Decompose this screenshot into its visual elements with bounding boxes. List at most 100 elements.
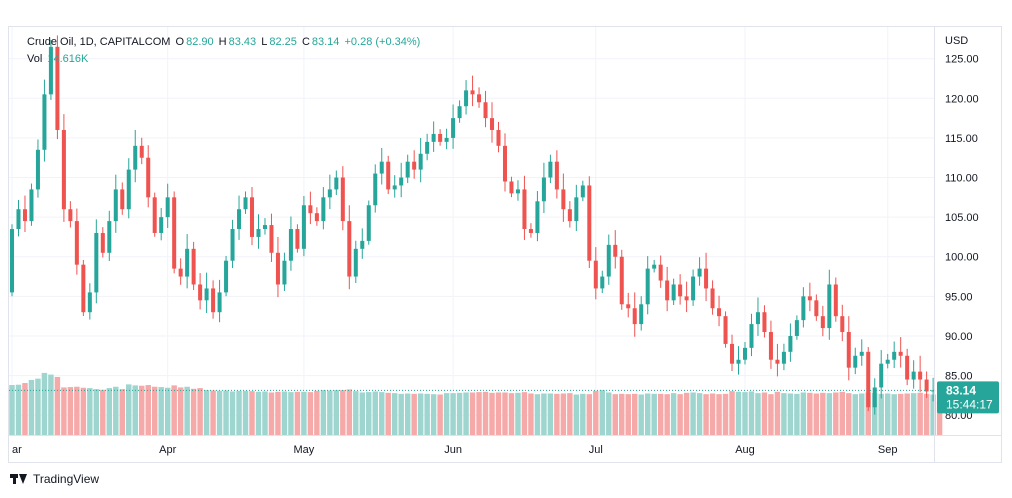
- volume-bar: [761, 392, 768, 435]
- candle-body: [619, 256, 624, 305]
- candle: [619, 249, 624, 310]
- candle: [502, 133, 507, 192]
- volume-bar: [28, 379, 35, 435]
- candle: [237, 195, 242, 240]
- candle-body: [548, 161, 553, 178]
- candle-body: [288, 229, 293, 261]
- candle-body: [314, 213, 319, 222]
- volume-bar: [502, 392, 508, 435]
- volume-bar: [268, 392, 275, 435]
- candle-body: [697, 268, 702, 277]
- volume-bar: [171, 385, 177, 435]
- candle: [451, 104, 456, 149]
- volume-bar: [897, 393, 904, 435]
- candle: [652, 259, 657, 273]
- open-value: 82.90: [186, 36, 214, 48]
- volume-bar: [346, 389, 353, 435]
- candle: [282, 252, 287, 291]
- candle-body: [431, 133, 436, 142]
- candle: [301, 196, 306, 257]
- volume-bar: [515, 392, 521, 435]
- volume-bar: [15, 384, 22, 435]
- open-label: O: [175, 36, 185, 48]
- volume-bar: [210, 390, 216, 435]
- candle: [61, 114, 66, 222]
- volume-bar: [800, 392, 807, 435]
- candle: [749, 313, 754, 357]
- volume-bar: [113, 386, 119, 435]
- volume-bar: [930, 394, 936, 435]
- volume-bar: [703, 394, 709, 435]
- volume-bar: [145, 385, 151, 435]
- candle: [548, 154, 553, 184]
- candle-body: [833, 284, 838, 317]
- candle: [431, 121, 436, 152]
- volume-bar: [41, 372, 48, 435]
- volume-bar: [696, 393, 703, 435]
- candle: [678, 274, 683, 305]
- candle-body: [678, 284, 683, 297]
- volume-bar: [463, 392, 469, 435]
- candle: [704, 252, 709, 302]
- candle: [477, 87, 482, 108]
- candle-body: [353, 248, 358, 277]
- candle-body: [204, 288, 209, 301]
- candle-body: [61, 129, 66, 210]
- candle-body: [710, 288, 715, 309]
- candle: [360, 228, 365, 259]
- candle-body: [665, 280, 670, 301]
- candle: [314, 207, 319, 226]
- candle-body: [87, 292, 92, 313]
- price-tick-label: 100.00: [945, 252, 979, 264]
- time-tick-label: May: [294, 444, 315, 456]
- candle-body: [626, 304, 631, 309]
- candle: [379, 148, 384, 185]
- volume-bar: [242, 390, 249, 435]
- candle: [464, 80, 469, 115]
- candle-body: [29, 189, 34, 222]
- candle-body: [9, 229, 15, 293]
- volume-bar: [372, 391, 378, 435]
- volume-bar: [508, 393, 515, 435]
- volume-bar: [729, 391, 735, 435]
- candle: [639, 296, 644, 331]
- volume-bar: [327, 390, 333, 435]
- volume-bar: [495, 392, 502, 435]
- candle-body: [191, 248, 196, 285]
- candle: [308, 191, 313, 225]
- candle: [723, 311, 728, 348]
- candle-body: [872, 387, 877, 408]
- candle: [172, 191, 177, 274]
- candle: [249, 187, 255, 246]
- volume-bar: [482, 391, 489, 435]
- candle-body: [470, 90, 475, 95]
- candle: [658, 255, 663, 288]
- volume-bar: [236, 390, 242, 435]
- candle-body: [405, 161, 410, 178]
- volume-bar: [398, 393, 404, 435]
- candlestick-chart[interactable]: 125.00 120.00 115.00 110.00 105.00 100.00 95.0…: [9, 27, 1001, 462]
- candle: [120, 182, 125, 215]
- volume-legend: Vol 14.616K: [27, 53, 90, 65]
- last-price-value: 83.14: [946, 383, 976, 397]
- candle-body: [691, 276, 696, 301]
- candle-body: [632, 308, 637, 325]
- candle-body: [172, 197, 177, 269]
- candle-body: [68, 209, 73, 222]
- brand-name[interactable]: TradingView: [33, 472, 100, 486]
- volume-bar: [100, 389, 106, 435]
- candle-body: [178, 268, 183, 277]
- symbol-title[interactable]: Crude Oil, 1D, CAPITALCOM: [27, 36, 171, 48]
- volume-bar: [294, 391, 301, 435]
- volume-bar: [340, 390, 346, 435]
- tradingview-logo-icon[interactable]: [10, 473, 28, 485]
- candle-body: [567, 209, 572, 222]
- candle: [911, 360, 916, 389]
- candle: [541, 162, 546, 214]
- volume-bar: [742, 392, 748, 435]
- candle-body: [535, 201, 540, 233]
- candle-body: [275, 252, 280, 285]
- candle: [846, 316, 851, 381]
- candle-body: [22, 209, 27, 222]
- volume-bar: [249, 391, 255, 435]
